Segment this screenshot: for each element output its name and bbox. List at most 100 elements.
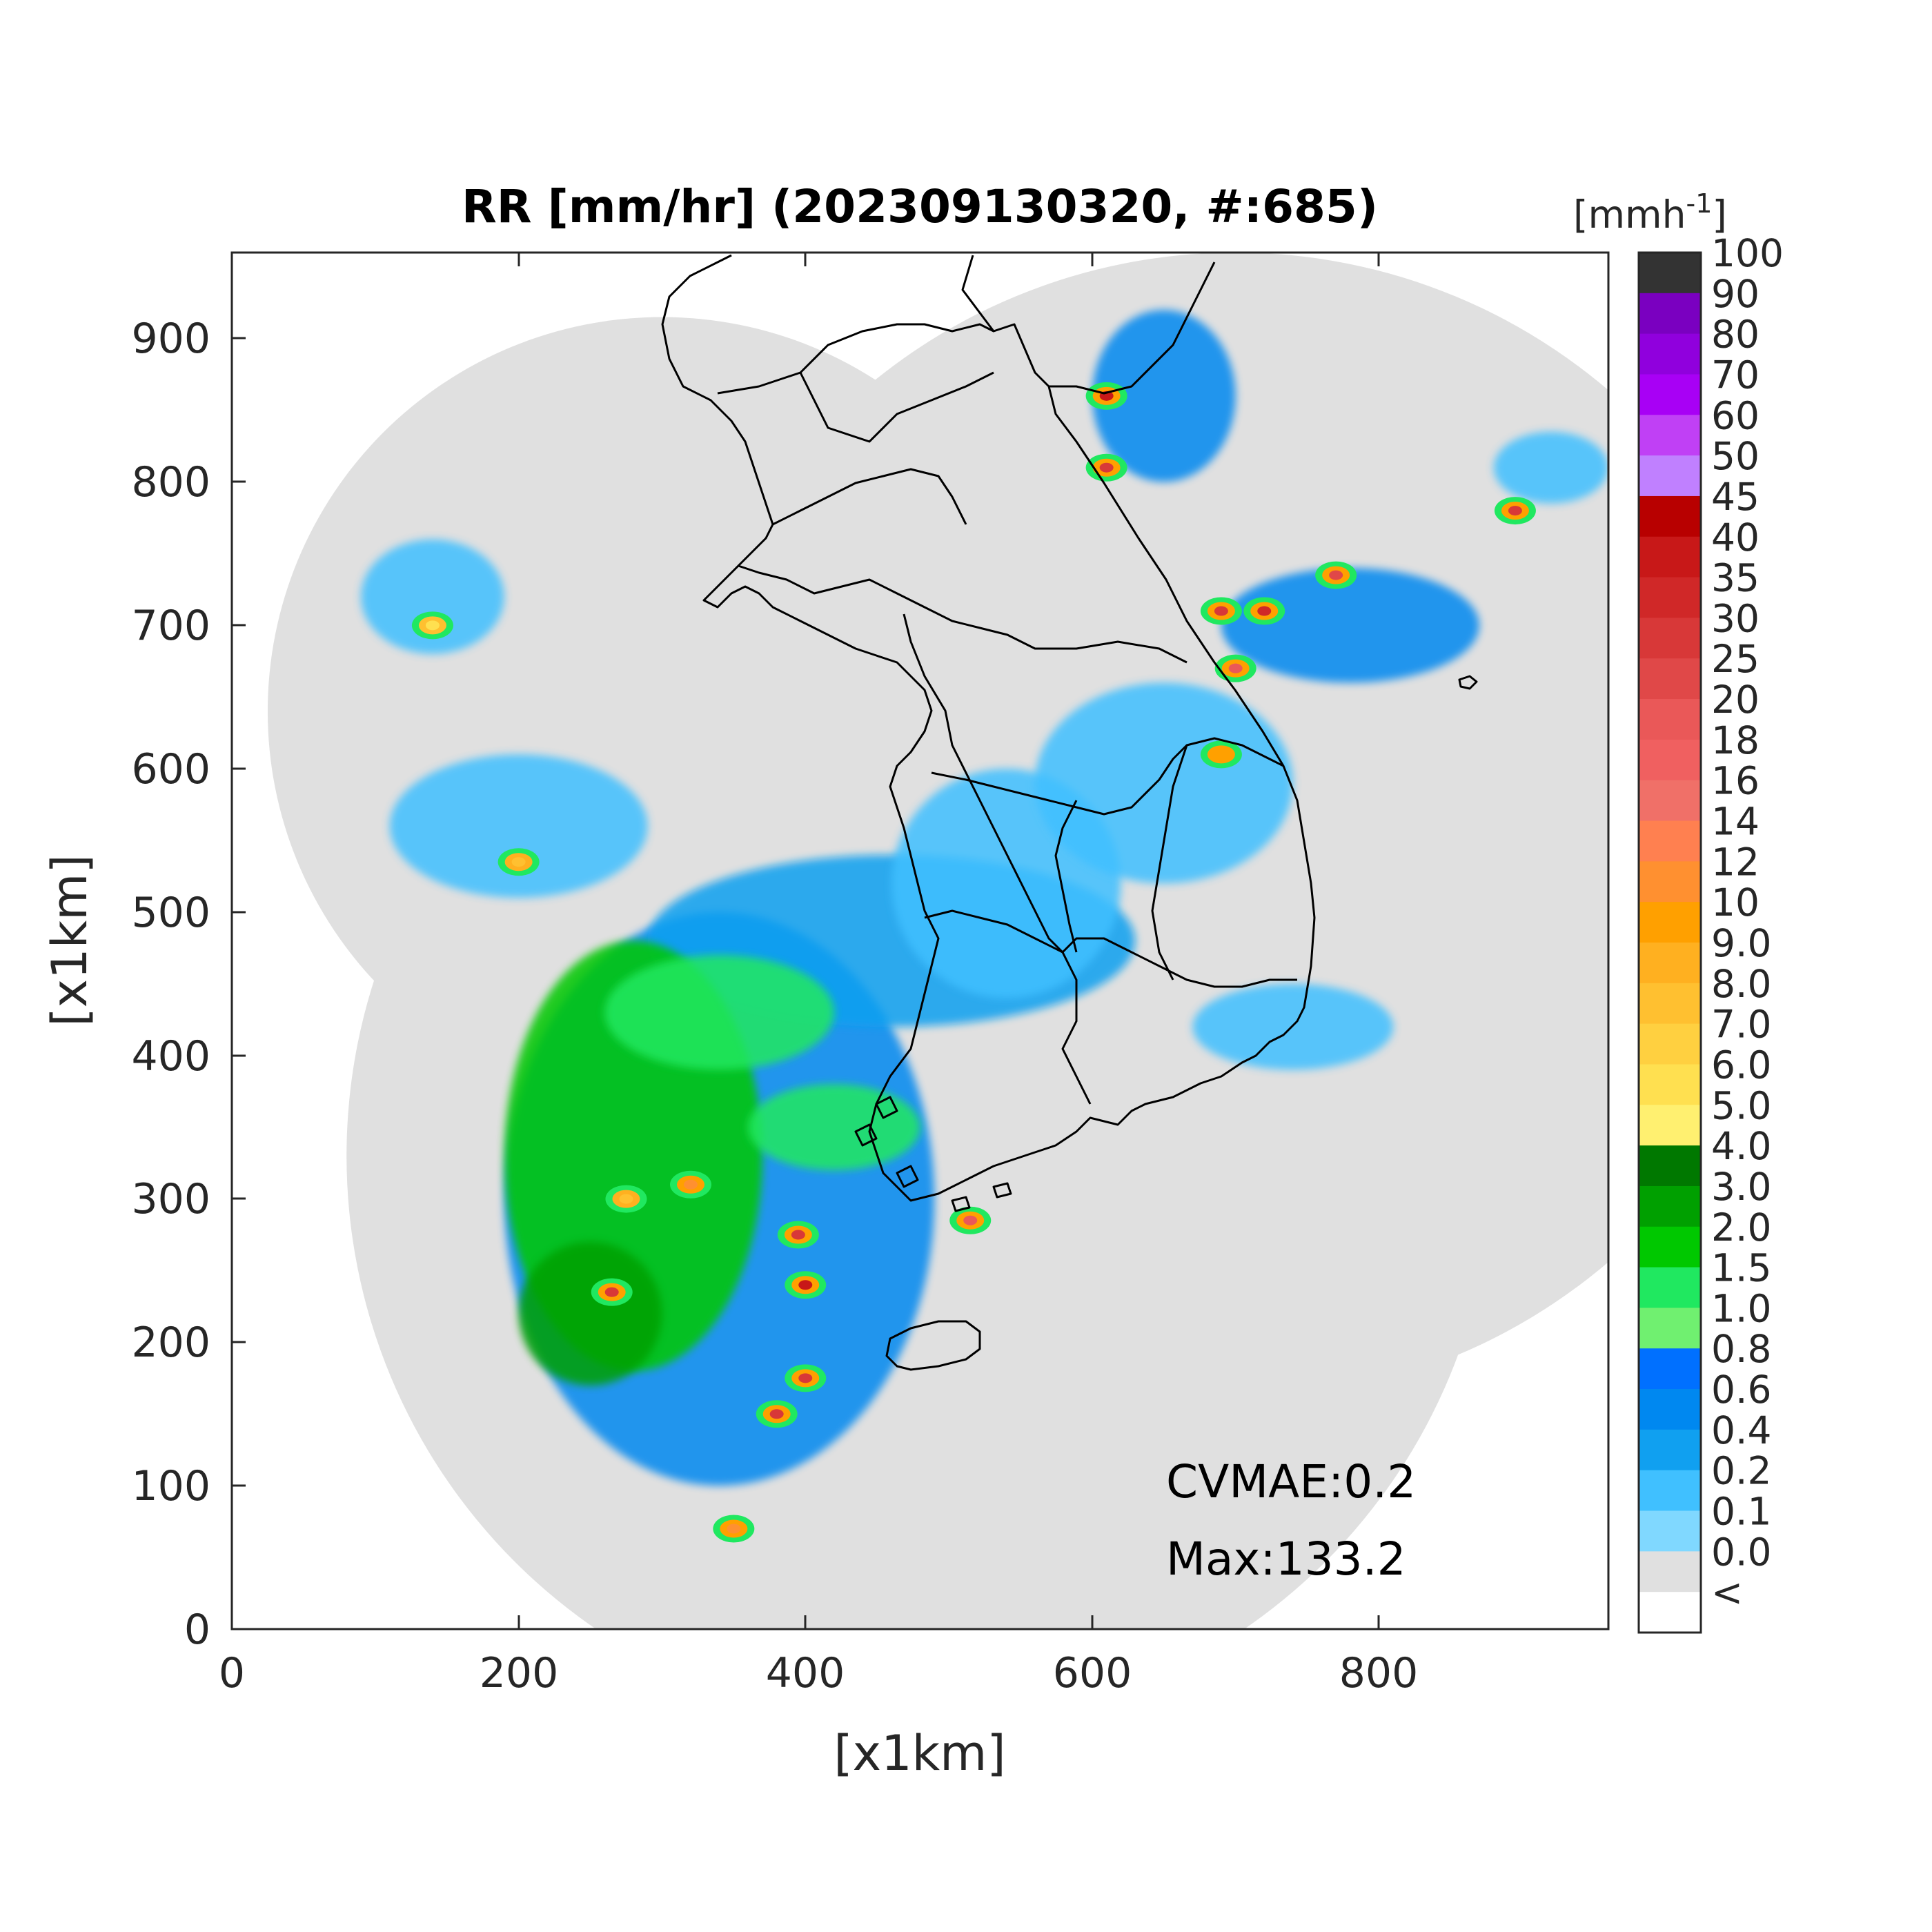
heavy-rain-cell (1200, 597, 1242, 625)
heavy-rain-cell (785, 1271, 827, 1299)
colorbar-tick-label: 2.0 (1711, 1205, 1771, 1250)
colorbar-block (1639, 943, 1701, 984)
colorbar-tick-label: 90 (1711, 272, 1759, 316)
colorbar-block (1639, 699, 1701, 740)
light-rain-region (389, 754, 648, 898)
colorbar-tick-label: 18 (1711, 718, 1759, 762)
colorbar-block (1639, 861, 1701, 903)
cell-core (798, 1373, 813, 1383)
colorbar-frame (1637, 251, 1702, 1634)
light-rain-region (1034, 682, 1293, 884)
heavy-rain-cell (1085, 453, 1127, 482)
x-tick-label: 200 (480, 1649, 559, 1697)
x-tick-label: 800 (1339, 1649, 1419, 1697)
colorbar-tick-label: 30 (1711, 596, 1759, 640)
colorbar-block (1639, 495, 1701, 538)
y-tick-label: 0 (184, 1606, 210, 1654)
colorbar-tick-label: 50 (1711, 434, 1759, 478)
colorbar-tick-labels: 100908070605045403530252018161412109.08.… (1711, 231, 1784, 1615)
colorbar-block (1639, 658, 1701, 700)
ulleung-island (1458, 675, 1478, 690)
colorbar-block (1639, 577, 1701, 618)
colorbar-tick-label: 40 (1711, 515, 1759, 560)
cell-core (1228, 663, 1243, 673)
jeju-island (885, 1320, 981, 1371)
heavy-rain-cell (785, 1364, 827, 1392)
colorbar-tick-label: < (1711, 1570, 1743, 1615)
colorbar-tick-label: 0.8 (1711, 1327, 1771, 1371)
light-rain-region (1092, 310, 1236, 482)
sw-islands (854, 1096, 1012, 1212)
north-interior-line (772, 468, 967, 526)
colorbar-tick-label: 1.0 (1711, 1286, 1771, 1330)
x-tick-label: 400 (766, 1649, 845, 1697)
cell-core (798, 1280, 813, 1290)
cell-core (1214, 606, 1228, 616)
colorbar-tick-label: 14 (1711, 800, 1759, 844)
colorbar-block (1639, 1105, 1701, 1146)
cvmae-annotation: CVMAE:0.2 (1166, 1455, 1416, 1508)
cell-core (963, 1215, 978, 1225)
colorbar-tick-label: 16 (1711, 759, 1759, 803)
colorbar-tick-label: 100 (1711, 231, 1784, 275)
colorbar-tick-label: 3.0 (1711, 1165, 1771, 1209)
heavy-rain-cell (713, 1515, 755, 1543)
heavy-rain-cell (1214, 654, 1256, 682)
province-line-3 (924, 909, 1092, 1105)
colorbar-tick-label: 25 (1711, 637, 1759, 681)
moderate-rain-region (604, 955, 834, 1070)
heavy-rain-cell (756, 1400, 798, 1428)
x-tick-label: 600 (1053, 1649, 1132, 1697)
colorbar-block (1639, 1023, 1701, 1065)
heavy-rain-cell (1243, 597, 1285, 625)
heavy-rain-cell (777, 1221, 819, 1249)
cell-core (1257, 606, 1272, 616)
heavy-rain-cell (1494, 497, 1536, 525)
colorbar-tick-label: 4.0 (1711, 1124, 1771, 1168)
heavy-rain-cell (1315, 561, 1357, 589)
colorbar-tick-label: 10 (1711, 880, 1759, 925)
colorbar-tick-label: 8.0 (1711, 962, 1771, 1006)
heavy-rain-cell (1200, 740, 1242, 769)
colorbar-block (1639, 1226, 1701, 1268)
colorbar-block (1639, 1267, 1701, 1308)
colorbar-block (1639, 333, 1701, 375)
light-rain-region (361, 539, 504, 654)
cell-core (769, 1409, 784, 1419)
light-rain-region (1221, 568, 1479, 683)
cell-core (511, 857, 526, 867)
colorbar-block (1639, 1185, 1701, 1228)
colorbar-block (1639, 253, 1701, 294)
max-annotation: Max:133.2 (1166, 1532, 1406, 1586)
colorbar-block (1639, 1308, 1701, 1349)
colorbar-block (1639, 455, 1701, 497)
colorbar-tick-label: 35 (1711, 556, 1759, 600)
colorbar-tick-label: 7.0 (1711, 1003, 1771, 1047)
heavy-rain-cell (949, 1206, 992, 1234)
heavy-rain-cell (605, 1185, 647, 1213)
plot-frame (230, 251, 1610, 1630)
y-tick-marks (232, 337, 246, 1630)
province-line-2 (931, 737, 1284, 816)
y-tick-label: 700 (131, 602, 210, 650)
colorbar-block (1639, 618, 1701, 659)
y-tick-label: 900 (131, 315, 210, 363)
colorbar-tick-label: 6.0 (1711, 1043, 1771, 1087)
province-line-5 (1151, 745, 1188, 980)
colorbar-block (1639, 1470, 1701, 1512)
colorbar-tick-label: 0.4 (1711, 1408, 1771, 1452)
colorbar-block (1639, 820, 1701, 862)
cell-core (604, 1287, 619, 1297)
province-line-1 (903, 613, 1297, 988)
x-tick-marks (230, 253, 1380, 1629)
colorbar-block (1639, 293, 1701, 335)
cell-core (791, 1230, 805, 1240)
colorbar-tick-label: 0.6 (1711, 1368, 1771, 1412)
colorbar-block (1639, 374, 1701, 415)
province-line-4 (1054, 800, 1078, 953)
y-tick-label: 200 (131, 1319, 210, 1367)
light-rain-region (1493, 431, 1608, 504)
colorbar-block (1639, 983, 1701, 1025)
heavy-rain-cell (1085, 382, 1127, 410)
